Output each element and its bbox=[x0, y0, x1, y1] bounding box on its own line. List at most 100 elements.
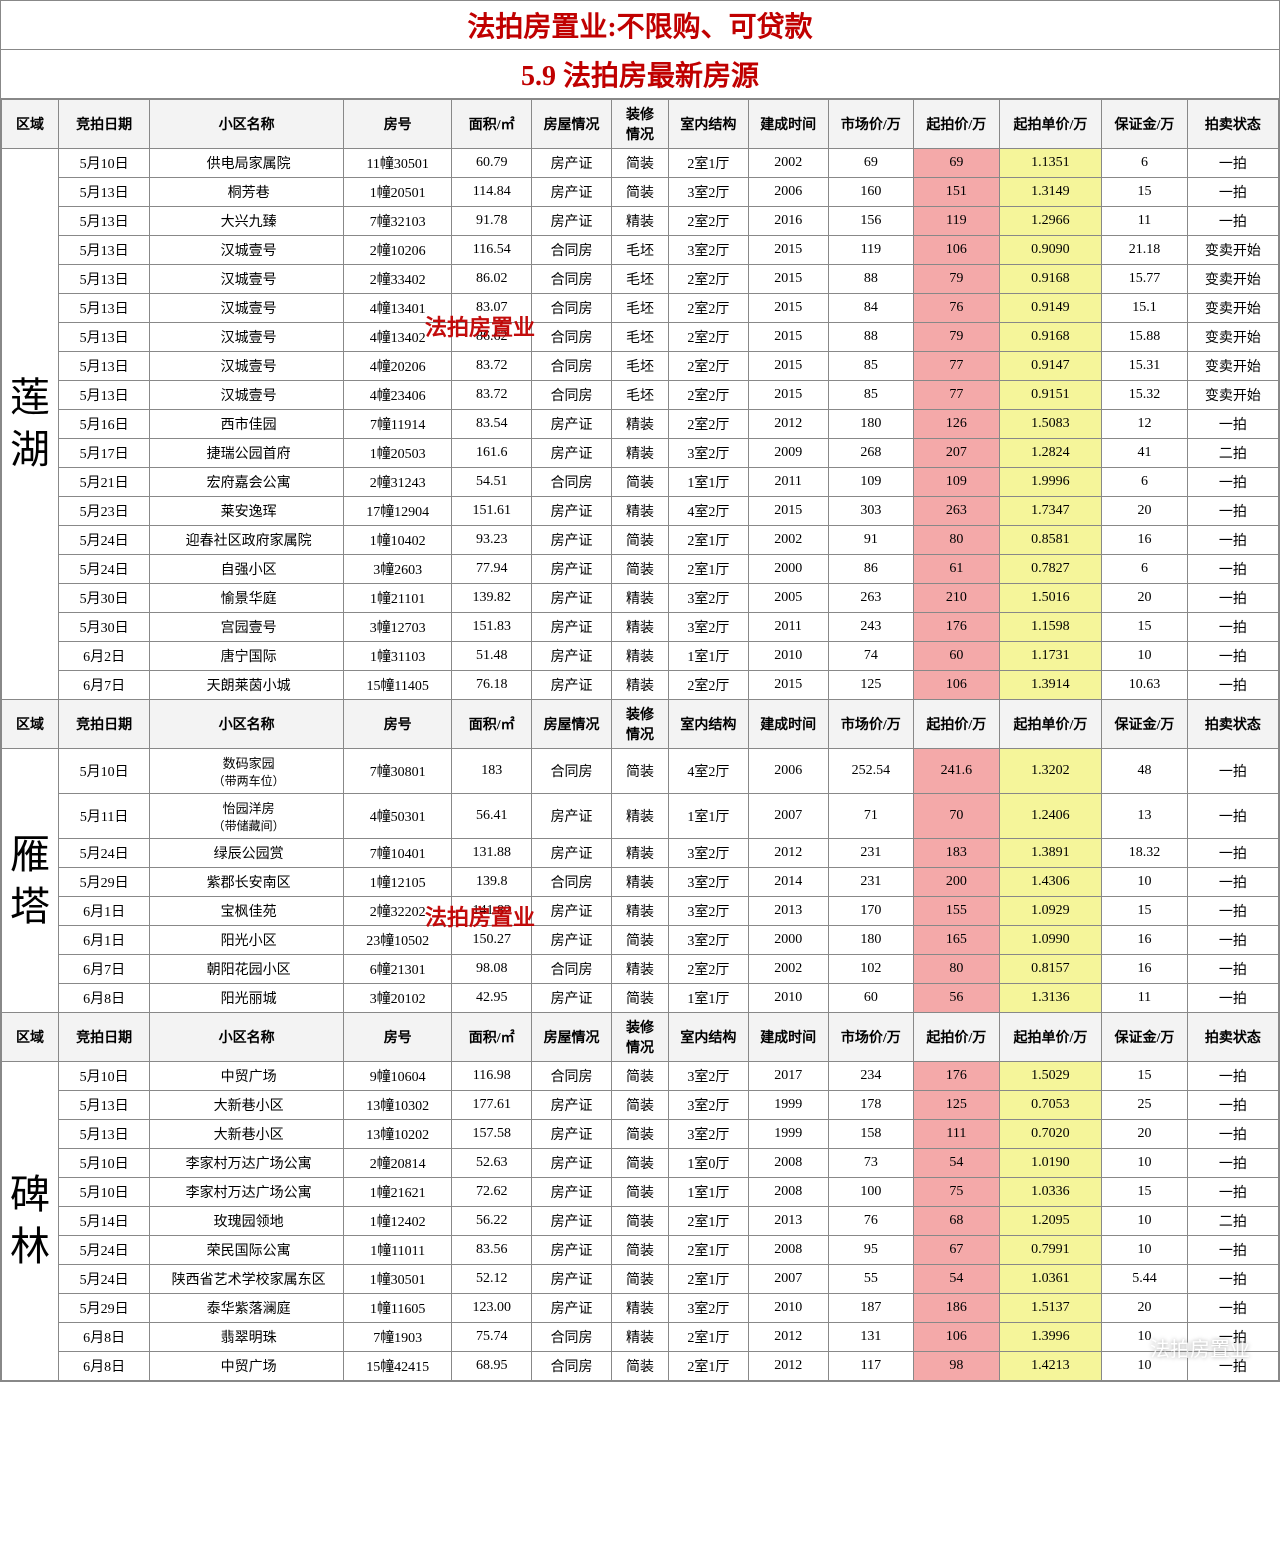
table-row: 5月13日汉城壹号4幢2340683.72合同房毛坯2室2厅201585770.… bbox=[2, 381, 1279, 410]
data-cell: 160 bbox=[828, 178, 914, 207]
col-header: 起拍价/万 bbox=[914, 700, 1000, 749]
data-cell: 2室2厅 bbox=[668, 323, 748, 352]
footer-watermark: 法拍房置业 bbox=[1150, 1333, 1250, 1362]
data-cell: 10 bbox=[1102, 1149, 1188, 1178]
data-cell: 5月13日 bbox=[59, 178, 150, 207]
data-cell: 一拍 bbox=[1187, 1294, 1278, 1323]
data-cell: 房产证 bbox=[532, 584, 612, 613]
data-cell: 241.6 bbox=[914, 749, 1000, 794]
data-cell: 3室2厅 bbox=[668, 839, 748, 868]
data-cell: 简装 bbox=[611, 468, 668, 497]
data-cell: 简装 bbox=[611, 1236, 668, 1265]
data-cell: 2室1厅 bbox=[668, 1323, 748, 1352]
data-cell: 简装 bbox=[611, 1178, 668, 1207]
data-cell: 12 bbox=[1102, 410, 1188, 439]
data-cell: 合同房 bbox=[532, 868, 612, 897]
data-cell: 变卖开始 bbox=[1187, 294, 1278, 323]
header-row: 区域竞拍日期小区名称房号面积/㎡房屋情况装修 情况室内结构建成时间市场价/万起拍… bbox=[2, 1013, 1279, 1062]
data-cell: 1.0336 bbox=[999, 1178, 1102, 1207]
data-cell: 3室2厅 bbox=[668, 926, 748, 955]
main-title-2: 5.9 法拍房最新房源 bbox=[1, 50, 1279, 99]
data-cell: 2012 bbox=[748, 1352, 828, 1381]
data-cell: 98.08 bbox=[452, 955, 532, 984]
data-cell: 汉城壹号 bbox=[150, 323, 344, 352]
data-cell: 7幢30801 bbox=[344, 749, 452, 794]
data-cell: 宫园壹号 bbox=[150, 613, 344, 642]
data-cell: 6幢21301 bbox=[344, 955, 452, 984]
data-cell: 109 bbox=[828, 468, 914, 497]
data-cell: 2015 bbox=[748, 323, 828, 352]
data-cell: 5月10日 bbox=[59, 1062, 150, 1091]
data-cell: 数码家园（带两车位） bbox=[150, 749, 344, 794]
data-cell: 56.22 bbox=[452, 1207, 532, 1236]
data-cell: 简装 bbox=[611, 1207, 668, 1236]
data-cell: 5月24日 bbox=[59, 1236, 150, 1265]
data-cell: 60.79 bbox=[452, 149, 532, 178]
table-row: 6月7日朝阳花园小区6幢2130198.08合同房精装2室2厅200210280… bbox=[2, 955, 1279, 984]
data-cell: 7幢32103 bbox=[344, 207, 452, 236]
data-cell: 房产证 bbox=[532, 207, 612, 236]
data-cell: 5月13日 bbox=[59, 207, 150, 236]
data-cell: 一拍 bbox=[1187, 868, 1278, 897]
col-header: 房号 bbox=[344, 700, 452, 749]
data-cell: 13幢10302 bbox=[344, 1091, 452, 1120]
data-cell: 54.51 bbox=[452, 468, 532, 497]
data-cell: 毛坯 bbox=[611, 265, 668, 294]
table-row: 5月30日宫园壹号3幢12703151.83房产证精装3室2厅201124317… bbox=[2, 613, 1279, 642]
data-cell: 77.94 bbox=[452, 555, 532, 584]
data-cell: 怡园洋房（带储藏间） bbox=[150, 794, 344, 839]
table-row: 5月10日李家村万达广场公寓1幢2162172.62房产证简装1室1厅20081… bbox=[2, 1178, 1279, 1207]
data-cell: 5月30日 bbox=[59, 613, 150, 642]
data-cell: 3室2厅 bbox=[668, 1294, 748, 1323]
data-cell: 2幢33402 bbox=[344, 265, 452, 294]
data-cell: 1.9996 bbox=[999, 468, 1102, 497]
data-cell: 2008 bbox=[748, 1149, 828, 1178]
data-cell: 一拍 bbox=[1187, 1265, 1278, 1294]
data-cell: 5月30日 bbox=[59, 584, 150, 613]
data-cell: 合同房 bbox=[532, 265, 612, 294]
data-cell: 3幢12703 bbox=[344, 613, 452, 642]
data-cell: 简装 bbox=[611, 1265, 668, 1294]
data-cell: 大新巷小区 bbox=[150, 1091, 344, 1120]
data-cell: 2室1厅 bbox=[668, 1265, 748, 1294]
data-cell: 84 bbox=[828, 294, 914, 323]
data-cell: 2002 bbox=[748, 149, 828, 178]
data-cell: 简装 bbox=[611, 926, 668, 955]
table-row: 6月8日翡翠明珠7幢190375.74合同房精装2室1厅20121311061.… bbox=[2, 1323, 1279, 1352]
data-cell: 房产证 bbox=[532, 839, 612, 868]
table-row: 5月29日紫郡长安南区1幢12105139.8合同房精装3室2厅20142312… bbox=[2, 868, 1279, 897]
data-cell: 6月8日 bbox=[59, 1323, 150, 1352]
data-cell: 供电局家属院 bbox=[150, 149, 344, 178]
data-cell: 一拍 bbox=[1187, 984, 1278, 1013]
table-row: 5月24日自强小区3幢260377.94房产证简装2室1厅200086610.7… bbox=[2, 555, 1279, 584]
header-row: 区域竞拍日期小区名称房号面积/㎡房屋情况装修 情况室内结构建成时间市场价/万起拍… bbox=[2, 700, 1279, 749]
data-cell: 精装 bbox=[611, 439, 668, 468]
data-cell: 117 bbox=[828, 1352, 914, 1381]
data-cell: 变卖开始 bbox=[1187, 352, 1278, 381]
data-cell: 93.23 bbox=[452, 526, 532, 555]
data-cell: 西市佳园 bbox=[150, 410, 344, 439]
data-cell: 1室1厅 bbox=[668, 984, 748, 1013]
data-cell: 1.2095 bbox=[999, 1207, 1102, 1236]
table-row: 5月30日愉景华庭1幢21101139.82房产证精装3室2厅200526321… bbox=[2, 584, 1279, 613]
data-cell: 263 bbox=[914, 497, 1000, 526]
data-cell: 泰华紫落澜庭 bbox=[150, 1294, 344, 1323]
data-cell: 6月8日 bbox=[59, 984, 150, 1013]
data-cell: 1.2966 bbox=[999, 207, 1102, 236]
data-cell: 48 bbox=[1102, 749, 1188, 794]
data-cell: 16 bbox=[1102, 955, 1188, 984]
data-cell: 合同房 bbox=[532, 323, 612, 352]
data-cell: 1幢11605 bbox=[344, 1294, 452, 1323]
data-cell: 5月10日 bbox=[59, 1178, 150, 1207]
col-header: 室内结构 bbox=[668, 100, 748, 149]
data-cell: 5月13日 bbox=[59, 1091, 150, 1120]
data-cell: 桐芳巷 bbox=[150, 178, 344, 207]
data-cell: 5月29日 bbox=[59, 868, 150, 897]
data-cell: 151.83 bbox=[452, 613, 532, 642]
data-cell: 一拍 bbox=[1187, 468, 1278, 497]
data-cell: 86.02 bbox=[452, 265, 532, 294]
data-cell: 55 bbox=[828, 1265, 914, 1294]
data-cell: 158 bbox=[828, 1120, 914, 1149]
data-cell: 汉城壹号 bbox=[150, 294, 344, 323]
data-cell: 1.7347 bbox=[999, 497, 1102, 526]
